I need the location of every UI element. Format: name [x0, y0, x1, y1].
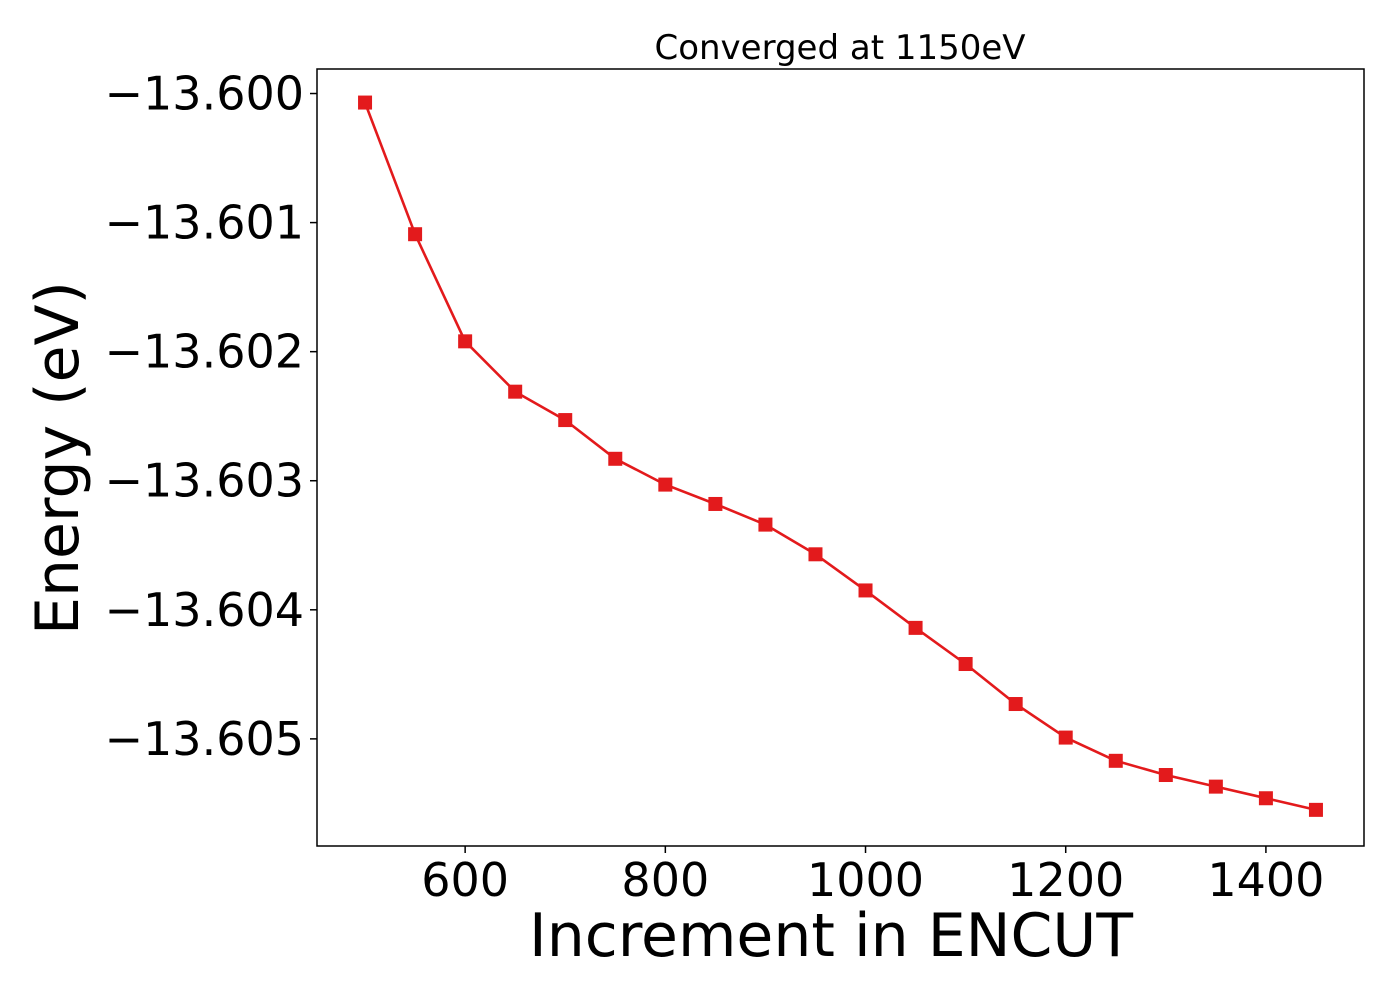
- data-point: [408, 227, 423, 242]
- data-point: [958, 657, 973, 672]
- data-point: [708, 496, 723, 511]
- y-tick-label: −13.603: [105, 454, 305, 508]
- data-point: [758, 517, 773, 532]
- x-tick-label: 800: [621, 853, 709, 907]
- data-point: [358, 95, 373, 110]
- x-tick-label: 1400: [1207, 853, 1324, 907]
- data-point: [1258, 791, 1273, 806]
- plot-area: [358, 95, 1323, 817]
- data-point: [458, 334, 473, 349]
- x-axis-ticks: 600 800 1000 1200 1400: [421, 846, 1324, 907]
- data-point: [1058, 730, 1073, 745]
- y-axis-label: Energy (eV): [23, 281, 93, 635]
- data-point: [1208, 779, 1223, 794]
- x-tick-label: 1200: [1007, 853, 1124, 907]
- y-tick-label: −13.604: [105, 583, 305, 637]
- data-point: [1308, 802, 1323, 817]
- x-axis-label: Increment in ENCUT: [529, 901, 1133, 971]
- y-tick-label: −13.602: [105, 325, 305, 379]
- data-point: [658, 477, 673, 492]
- y-tick-label: −13.601: [105, 196, 305, 250]
- data-point: [1008, 697, 1023, 712]
- data-point: [858, 583, 873, 598]
- data-point: [908, 620, 923, 635]
- series-line: [363, 102, 1317, 812]
- data-point: [608, 451, 623, 466]
- data-point: [508, 384, 523, 399]
- y-tick-label: −13.600: [105, 67, 305, 121]
- x-tick-label: 600: [421, 853, 509, 907]
- chart-title: Converged at 1150eV: [654, 28, 1025, 68]
- y-axis-ticks: −13.600 −13.601 −13.602 −13.603 −13.604 −13.6…: [105, 67, 317, 766]
- axes-frame: [316, 68, 1365, 847]
- data-point: [808, 547, 823, 562]
- y-tick-label: −13.605: [105, 712, 305, 766]
- data-point: [1108, 753, 1123, 768]
- data-point: [558, 413, 573, 428]
- data-point: [1158, 768, 1173, 783]
- x-tick-label: 1000: [807, 853, 924, 907]
